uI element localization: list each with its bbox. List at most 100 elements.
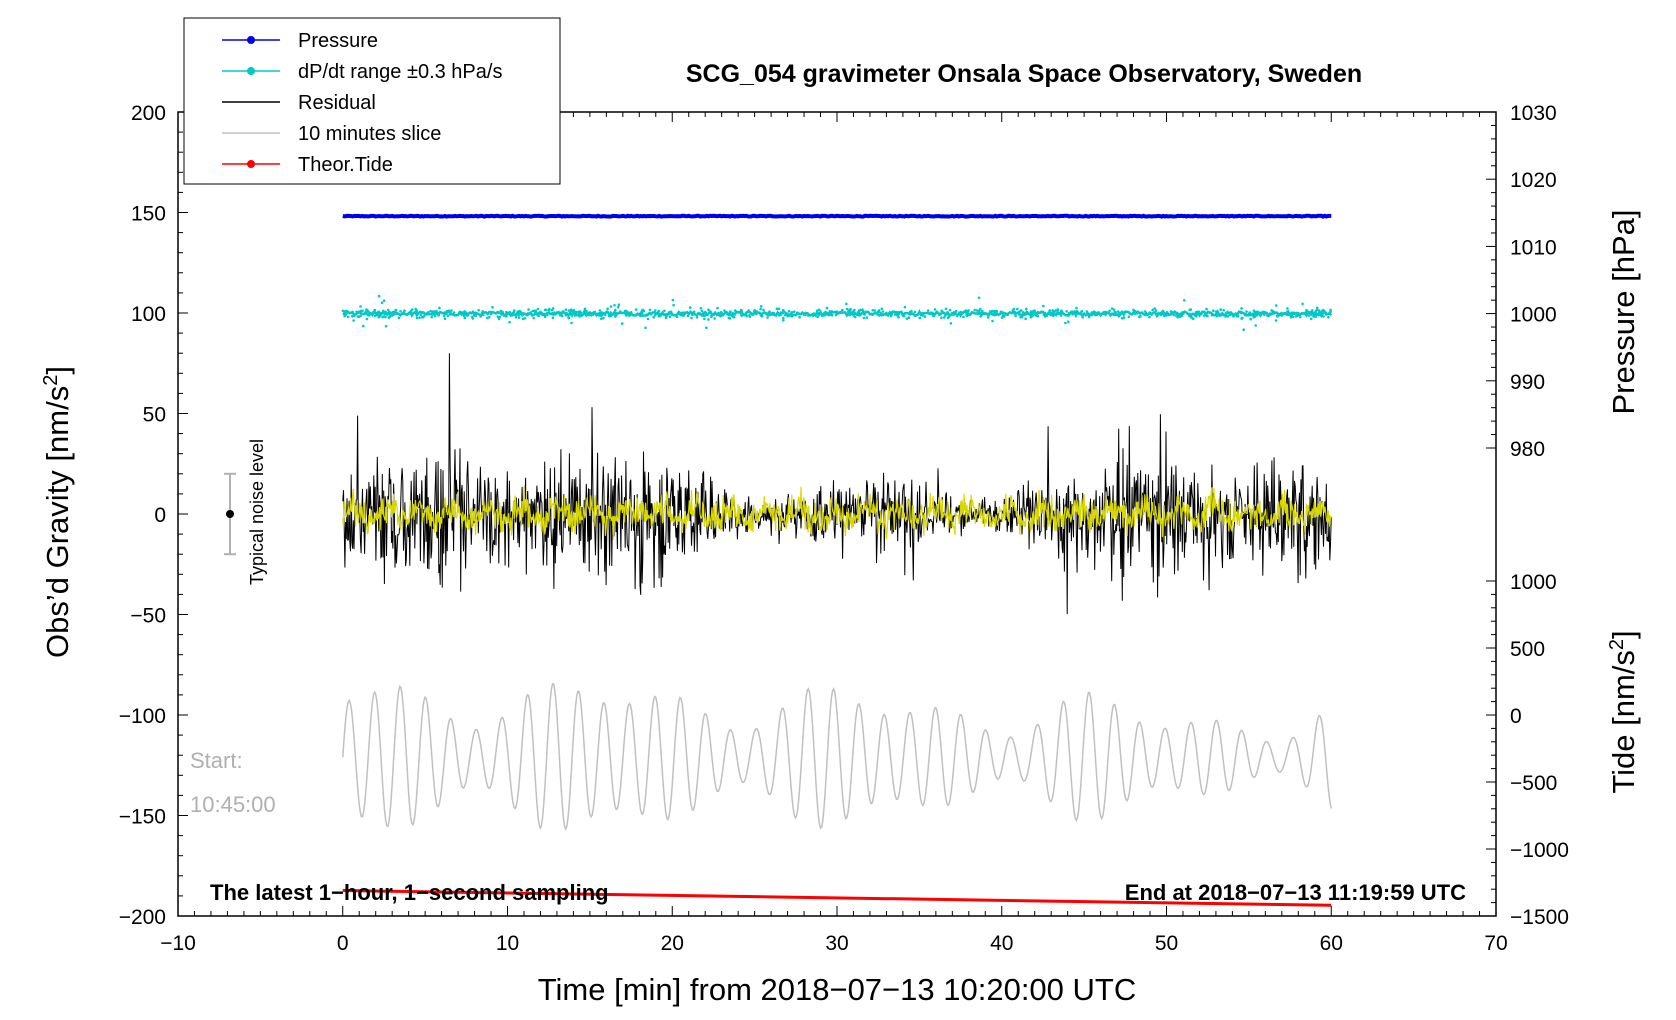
- dpdt-point: [1136, 310, 1139, 313]
- dpdt-point: [1042, 313, 1046, 317]
- dpdt-point: [1021, 311, 1025, 314]
- dpdt-point: [437, 313, 441, 317]
- dpdt-point: [564, 313, 568, 317]
- dpdt-point: [1300, 312, 1304, 315]
- dpdt-point: [1243, 312, 1246, 316]
- dpdt-point: [880, 307, 884, 311]
- dpdt-point: [1208, 311, 1211, 314]
- dpdt-point: [903, 305, 907, 309]
- dpdt-point: [1138, 315, 1141, 319]
- dpdt-point: [539, 312, 543, 316]
- dpdt-point: [859, 308, 862, 312]
- dpdt-point: [697, 311, 700, 315]
- dpdt-point: [1040, 310, 1043, 314]
- dpdt-point: [1014, 314, 1017, 318]
- dpdt-point: [766, 316, 769, 319]
- dpdt-point: [640, 312, 644, 315]
- dpdt-point: [438, 306, 441, 310]
- plot-layer: [341, 213, 1333, 907]
- dpdt-point: [1090, 313, 1093, 316]
- dpdt-point: [474, 311, 478, 315]
- dpdt-point: [745, 314, 749, 318]
- dpdt-point: [479, 315, 482, 318]
- dpdt-point: [1006, 313, 1009, 317]
- dpdt-point: [1048, 309, 1051, 312]
- dpdt-point: [378, 315, 381, 318]
- dpdt-point: [1226, 314, 1230, 318]
- dpdt-point: [1258, 311, 1262, 315]
- dpdt-point: [394, 308, 397, 312]
- dpdt-point: [570, 310, 574, 313]
- dpdt-point: [505, 312, 508, 316]
- dpdt-point: [1054, 309, 1058, 312]
- dpdt-point: [873, 309, 877, 312]
- series-theor-tide: [342, 889, 1332, 907]
- dpdt-point: [991, 319, 994, 323]
- dpdt-point: [949, 322, 953, 325]
- dpdt-point: [1049, 313, 1052, 317]
- dpdt-point: [965, 312, 969, 316]
- dpdt-point: [537, 314, 540, 318]
- y-tick-label: 150: [131, 203, 166, 226]
- dpdt-point: [583, 307, 587, 311]
- dpdt-point: [1315, 306, 1319, 310]
- dpdt-point: [1029, 311, 1032, 315]
- dpdt-point: [838, 311, 842, 315]
- dpdt-point: [804, 313, 807, 317]
- dpdt-point: [981, 309, 984, 313]
- dpdt-point: [943, 312, 946, 315]
- dpdt-point: [853, 315, 857, 319]
- dpdt-point: [863, 313, 866, 316]
- dpdt-point: [1188, 308, 1191, 312]
- dpdt-point: [421, 311, 424, 314]
- dpdt-point: [616, 305, 620, 309]
- dpdt-point: [664, 316, 668, 320]
- dpdt-point: [667, 312, 671, 316]
- dpdt-point: [1075, 310, 1078, 313]
- dpdt-point: [464, 313, 467, 317]
- dpdt-point: [1263, 313, 1266, 317]
- dpdt-point: [816, 311, 820, 315]
- dpdt-point: [343, 311, 346, 314]
- dpdt-point: [729, 310, 732, 313]
- dpdt-point: [649, 313, 653, 316]
- dpdt-point: [592, 313, 595, 316]
- dpdt-point: [1108, 309, 1111, 313]
- y-axis-tide: −1500 −1000 −500 0 500 1000: [1486, 571, 1569, 929]
- dpdt-point: [1272, 312, 1276, 315]
- dpdt-point: [430, 315, 434, 319]
- dpdt-point: [473, 314, 476, 317]
- dpdt-point: [1220, 312, 1223, 315]
- dpdt-point: [1222, 308, 1225, 312]
- dpdt-point: [732, 313, 735, 317]
- dpdt-point: [1154, 309, 1158, 312]
- dpdt-point: [699, 313, 702, 316]
- dpdt-point: [880, 313, 883, 317]
- dpdt-point: [952, 313, 955, 317]
- noise-level-label: Typical noise level: [247, 439, 267, 585]
- dpdt-point: [735, 310, 738, 314]
- dpdt-point: [703, 317, 706, 321]
- dpdt-point: [1120, 317, 1124, 320]
- dpdt-point: [950, 312, 954, 315]
- dpdt-point: [692, 311, 696, 314]
- dpdt-point: [606, 307, 609, 311]
- dpdt-point: [775, 307, 779, 311]
- dpdt-point: [523, 317, 527, 320]
- y-axis-label: Obs’d Gravity [nm/s2]: [40, 366, 75, 658]
- dpdt-point: [359, 314, 363, 318]
- dpdt-point: [1043, 311, 1047, 315]
- dpdt-point: [463, 316, 467, 320]
- dpdt-point: [1203, 314, 1206, 317]
- dpdt-point: [964, 309, 967, 312]
- dpdt-point: [1122, 316, 1126, 319]
- dpdt-point: [986, 312, 989, 316]
- dpdt-point: [968, 313, 972, 317]
- dpdt-point: [1307, 314, 1311, 317]
- dpdt-point: [1047, 311, 1050, 315]
- dpdt-point: [397, 316, 401, 320]
- dpdt-point: [543, 315, 547, 319]
- dpdt-point: [388, 313, 392, 316]
- dpdt-point: [515, 312, 518, 316]
